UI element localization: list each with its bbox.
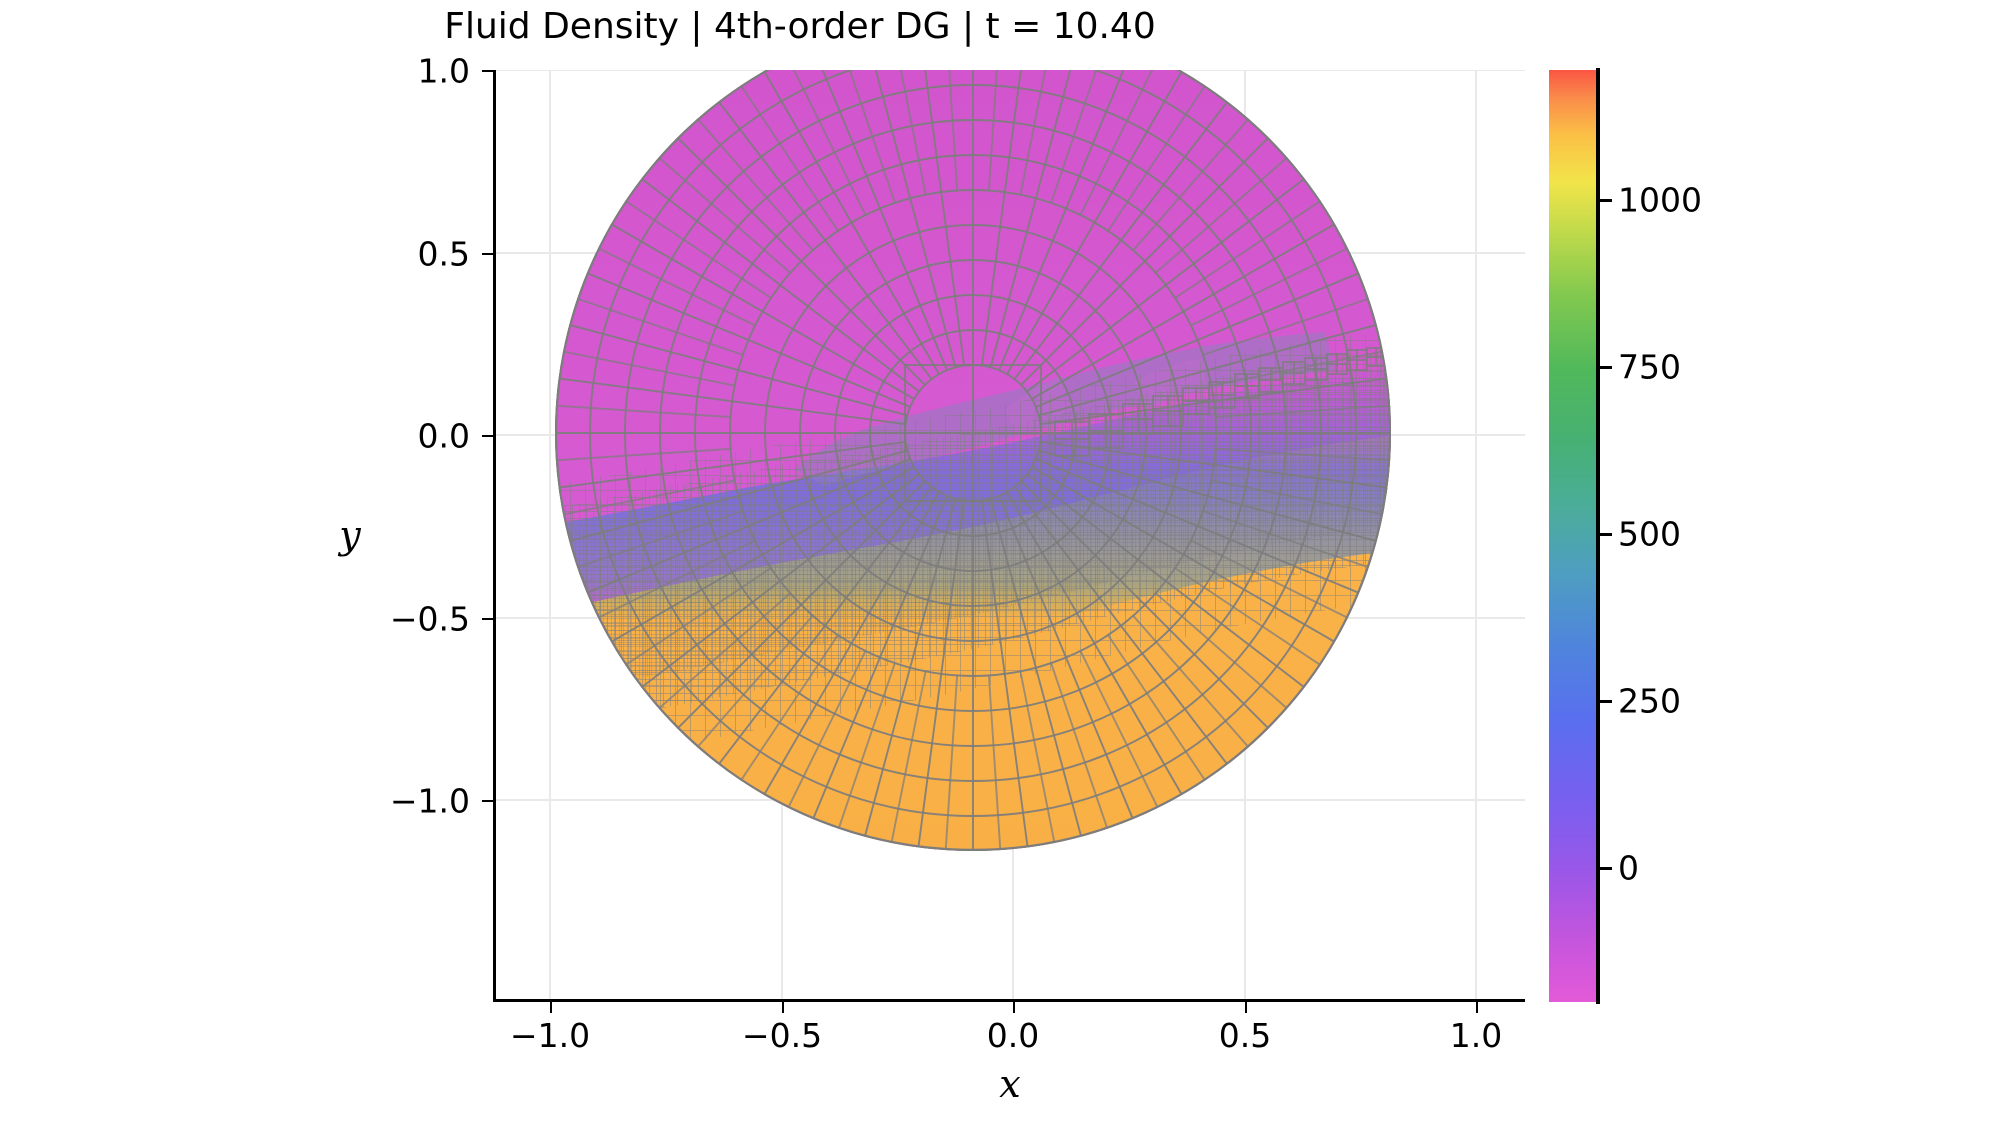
x-tick-mark [550,1002,552,1013]
colorbar-tick-mark [1600,533,1612,536]
x-tick-mark [1476,1002,1478,1013]
colorbar-tick-label: 750 [1618,347,1681,387]
x-tick-label: −1.0 [509,1016,591,1055]
colorbar-gradient [1549,70,1596,1002]
colorbar [1549,70,1596,1002]
y-tick-mark [482,800,493,802]
colorbar-tick-label: 1000 [1618,180,1702,220]
x-tick-label: 0.5 [1218,1016,1272,1055]
x-tick-mark [1013,1002,1015,1013]
y-tick-label: −0.5 [389,599,470,639]
x-tick-label: 0.0 [986,1016,1040,1055]
y-tick-mark [482,70,493,72]
colorbar-tick-mark [1600,700,1612,703]
fluid-density-field [555,70,1391,851]
colorbar-tick-mark [1600,366,1612,369]
x-axis-label: x [999,1062,1021,1106]
x-tick-label: −0.5 [741,1016,823,1055]
x-tick-label: 1.0 [1449,1016,1503,1055]
colorbar-tick-mark [1600,199,1612,202]
page-title: Fluid Density | 4th-order DG | t = 10.40 [444,6,1156,47]
x-axis-spine [493,999,1525,1002]
colorbar-tick-label: 250 [1618,681,1681,721]
x-tick-mark [1245,1002,1247,1013]
y-tick-label: 1.0 [417,51,470,91]
colorbar-tick-label: 500 [1618,514,1681,554]
y-tick-mark [482,618,493,620]
y-axis-label: y [339,513,361,557]
y-tick-label: 0.5 [417,234,470,274]
x-tick-mark [782,1002,784,1013]
y-tick-label: −1.0 [389,781,470,821]
y-tick-label: 0.0 [417,416,470,456]
colorbar-tick-label: 0 [1618,848,1639,888]
y-tick-mark [482,253,493,255]
plot-area [495,70,1525,1000]
y-axis-spine [493,70,496,1002]
y-tick-mark [482,435,493,437]
colorbar-spine [1596,68,1600,1004]
colorbar-tick-mark [1600,867,1612,870]
